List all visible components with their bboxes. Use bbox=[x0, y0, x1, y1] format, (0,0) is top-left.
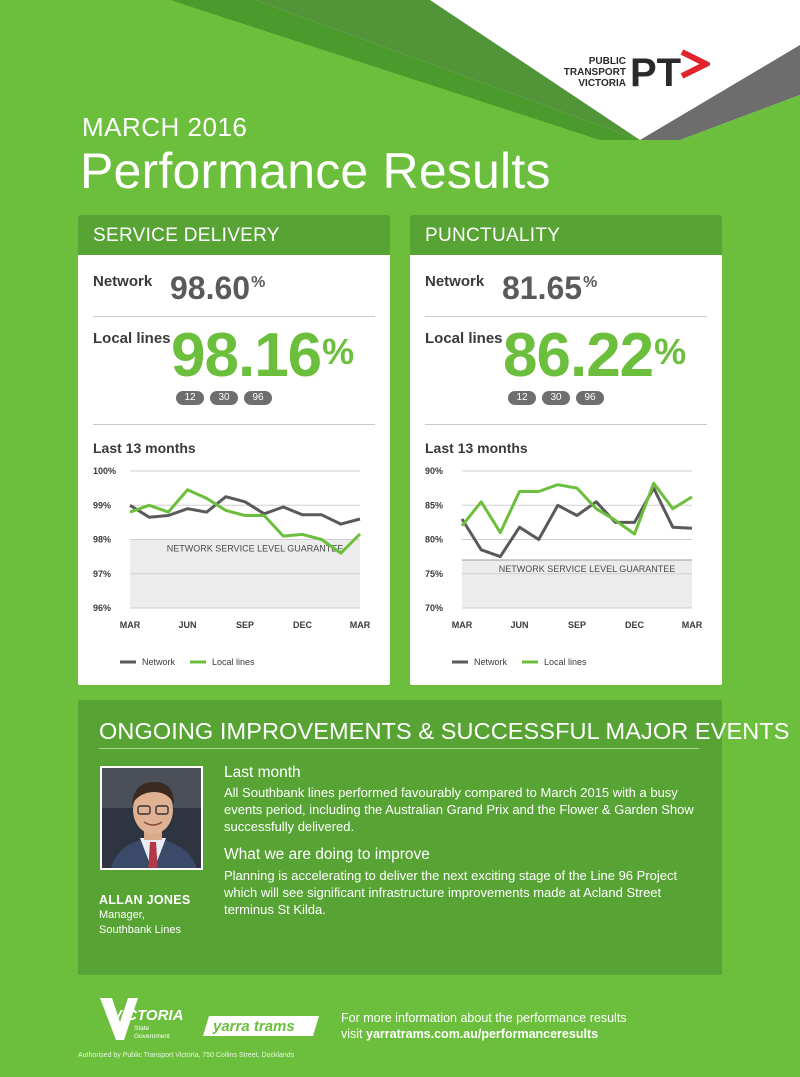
manager-name: ALLAN JONES bbox=[99, 893, 191, 907]
x-tick-label: MAR bbox=[682, 620, 703, 630]
improvements-title: ONGOING IMPROVEMENTS & SUCCESSFUL MAJOR … bbox=[99, 718, 790, 744]
y-tick-label: 99% bbox=[93, 500, 111, 510]
y-tick-label: 98% bbox=[93, 535, 111, 545]
local-lines-label: Local lines bbox=[93, 330, 171, 347]
guarantee-label: NETWORK SERVICE LEVEL GUARANTEE bbox=[167, 544, 344, 554]
x-tick-label: JUN bbox=[178, 620, 196, 630]
series-line-local-lines bbox=[460, 481, 693, 536]
yarra-trams-logo: yarra trams bbox=[203, 1016, 319, 1036]
service-delivery-chart: NETWORK SERVICE LEVEL GUARANTEE 100% 99% 98… bbox=[93, 466, 371, 667]
last-13-months-label: Last 13 months bbox=[93, 440, 196, 456]
guarantee-label: NETWORK SERVICE LEVEL GUARANTEE bbox=[499, 564, 676, 574]
x-tick-label: MAR bbox=[120, 620, 141, 630]
page-title: Performance Results bbox=[80, 143, 551, 199]
legend-label: Local lines bbox=[212, 657, 255, 667]
local-lines-label: Local lines bbox=[425, 330, 503, 347]
line-badge: 30 bbox=[542, 391, 570, 405]
y-tick-label: 100% bbox=[93, 466, 116, 476]
improve-text: Planning is accelerating to deliver the … bbox=[224, 868, 678, 917]
last-month-heading: Last month bbox=[224, 764, 301, 781]
line-badge: 96 bbox=[576, 391, 604, 405]
y-tick-label: 70% bbox=[425, 603, 443, 613]
x-tick-label: MAR bbox=[350, 620, 371, 630]
local-lines-value: 86.22% bbox=[503, 321, 686, 390]
network-label: Network bbox=[425, 273, 485, 290]
ptv-mark-icon: PT bbox=[630, 49, 710, 94]
divider bbox=[93, 316, 375, 317]
network-value: 81.65% bbox=[502, 270, 598, 306]
y-tick-label: 97% bbox=[93, 569, 111, 579]
legend-label: Network bbox=[142, 657, 176, 667]
network-value: 98.60% bbox=[170, 270, 266, 306]
manager-photo bbox=[100, 766, 203, 870]
svg-text:Government: Government bbox=[134, 1033, 170, 1040]
improvements-section: ONGOING IMPROVEMENTS & SUCCESSFUL MAJOR … bbox=[78, 700, 789, 975]
guarantee-band bbox=[462, 560, 692, 608]
punctuality-chart: NETWORK SERVICE LEVEL GUARANTEE 90% 85% 80%… bbox=[425, 466, 703, 667]
svg-text:yarra trams: yarra trams bbox=[212, 1018, 295, 1035]
line-badge: 96 bbox=[244, 391, 272, 405]
divider bbox=[99, 748, 699, 749]
report-month: MARCH 2016 bbox=[82, 112, 248, 142]
y-tick-label: 90% bbox=[425, 466, 443, 476]
punctuality-heading: PUNCTUALITY bbox=[410, 215, 722, 255]
y-tick-label: 85% bbox=[425, 500, 443, 510]
legend-label: Local lines bbox=[544, 657, 587, 667]
line-badge: 12 bbox=[176, 391, 204, 405]
divider bbox=[425, 424, 707, 425]
x-tick-label: DEC bbox=[625, 620, 645, 630]
more-info-text: For more information about the performan… bbox=[341, 1011, 627, 1041]
legend-label: Network bbox=[474, 657, 508, 667]
y-tick-label: 75% bbox=[425, 569, 443, 579]
service-delivery-heading: SERVICE DELIVERY bbox=[78, 215, 390, 255]
y-tick-label: 80% bbox=[425, 535, 443, 545]
performance-results-link[interactable]: yarratrams.com.au/performanceresults bbox=[366, 1027, 599, 1041]
line-badges: 12 30 96 bbox=[508, 391, 604, 405]
x-tick-label: JUN bbox=[510, 620, 528, 630]
y-tick-label: 96% bbox=[93, 603, 111, 613]
svg-text:State: State bbox=[134, 1025, 150, 1032]
line-badge: 12 bbox=[508, 391, 536, 405]
ptv-logo: PUBLIC TRANSPORT VICTORIA PT bbox=[556, 46, 716, 98]
svg-text:PT: PT bbox=[630, 51, 681, 94]
person-portrait-icon bbox=[102, 768, 201, 868]
improve-heading: What we are doing to improve bbox=[224, 846, 430, 863]
victoria-government-logo: VICTORIA State Government bbox=[100, 998, 183, 1040]
service-delivery-panel: SERVICE DELIVERY Network 98.60% Local li… bbox=[78, 215, 390, 685]
last-13-months-label: Last 13 months bbox=[425, 440, 528, 456]
divider bbox=[425, 316, 707, 317]
header-decoration bbox=[170, 0, 800, 140]
last-month-text: All Southbank lines performed favourably… bbox=[224, 785, 694, 834]
series-line-network bbox=[129, 495, 361, 526]
x-tick-label: MAR bbox=[452, 620, 473, 630]
x-tick-label: SEP bbox=[236, 620, 254, 630]
line-badges: 12 30 96 bbox=[176, 391, 272, 405]
divider bbox=[93, 424, 375, 425]
series-line-local-lines bbox=[129, 488, 362, 555]
local-lines-value: 98.16% bbox=[171, 321, 354, 390]
x-tick-label: SEP bbox=[568, 620, 586, 630]
svg-text:VICTORIA: VICTORIA bbox=[112, 1007, 183, 1024]
ptv-logo-text: PUBLIC TRANSPORT VICTORIA bbox=[563, 56, 626, 89]
manager-role: Manager, Southbank Lines bbox=[99, 909, 181, 936]
x-tick-label: DEC bbox=[293, 620, 313, 630]
line-badge: 30 bbox=[210, 391, 238, 405]
authorised-text: Authorised by Public Transport Victoria,… bbox=[78, 1052, 295, 1059]
series-line-network bbox=[460, 486, 693, 559]
network-label: Network bbox=[93, 273, 153, 290]
punctuality-panel: PUNCTUALITY Network 81.65% Local lines 8… bbox=[410, 215, 722, 685]
